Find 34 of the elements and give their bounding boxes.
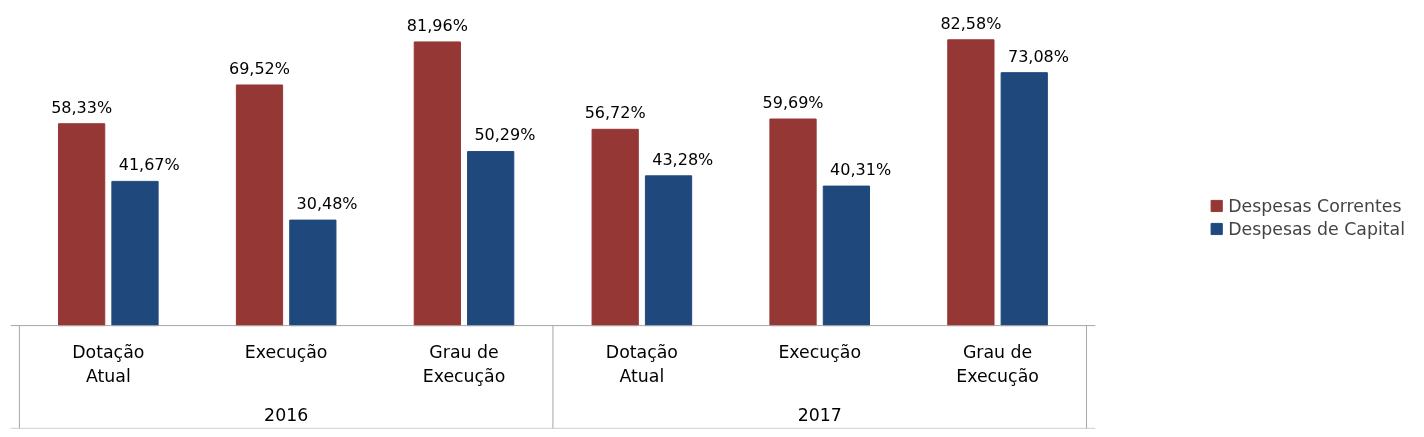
data-label: 56,72% (584, 103, 646, 123)
bar (769, 118, 817, 327)
x-tick-label: Grau de Execução (956, 342, 1039, 387)
legend-label: Despesas Correntes (1228, 195, 1402, 215)
legend-label: Despesas de Capital (1228, 218, 1405, 238)
bar (947, 39, 995, 327)
data-label: 50,29% (474, 125, 536, 145)
bar (235, 84, 284, 327)
data-label: 69,52% (228, 58, 290, 78)
data-label: 58,33% (51, 97, 113, 117)
bar (289, 219, 337, 327)
bar (467, 151, 515, 327)
data-label: 73,08% (1007, 46, 1069, 66)
x-tick-label: Dotação Atual (605, 342, 678, 387)
data-label: 40,31% (830, 159, 892, 179)
bar (1000, 72, 1048, 327)
bar (111, 180, 159, 327)
bar (822, 185, 871, 327)
data-label: 82,58% (940, 13, 1002, 33)
x-tick-label: Dotação Atual (72, 342, 145, 387)
data-label: 43,28% (652, 149, 714, 169)
bar (413, 41, 461, 327)
text: 2016 (264, 404, 309, 425)
data-label: 30,48% (296, 193, 358, 213)
bar (591, 128, 639, 327)
x-tick-label: Execução (244, 342, 328, 363)
x-tick-label: Execução (778, 342, 862, 363)
bar (644, 175, 693, 327)
data-label: 81,96% (406, 15, 468, 35)
bar (58, 123, 106, 327)
text: 2017 (797, 404, 842, 425)
data-label: 41,67% (118, 155, 180, 175)
x-tick-label: Grau de Execução (422, 342, 506, 387)
data-label: 59,69% (762, 92, 824, 112)
